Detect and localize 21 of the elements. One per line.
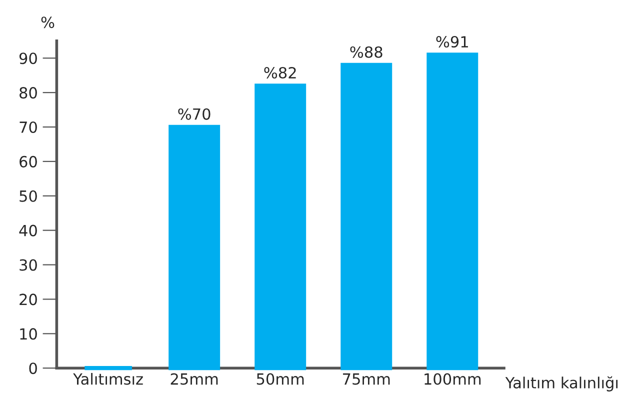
x-tick-label: Yalıtımsız (73, 372, 143, 385)
y-tick-label: 90 (19, 52, 37, 64)
y-tick-label: 0 (29, 362, 37, 374)
data-label: %82 (264, 66, 296, 79)
y-tick-label: 30 (20, 259, 37, 271)
y-tick-label: 20 (20, 294, 37, 306)
y-axis-title: % (41, 16, 54, 28)
data-label: %70 (178, 108, 210, 120)
x-tick-label: 75mm (343, 373, 390, 385)
y-tick-label: 50 (20, 190, 37, 202)
y-tick-label: 80 (20, 87, 37, 99)
y-tick-label: 10 (20, 328, 37, 340)
x-axis-title: Yalıtım kalınlığı (505, 376, 618, 392)
y-tick-label: 40 (19, 224, 37, 236)
x-tick-label: 50mm (256, 373, 304, 385)
y-tick-label: 70 (20, 121, 37, 134)
data-label: %91 (436, 36, 468, 48)
x-tick-label: 25mm (170, 373, 218, 385)
y-tick-label: 60 (20, 156, 37, 168)
x-tick-label: 100mm (424, 373, 481, 385)
data-label: %88 (350, 46, 382, 58)
